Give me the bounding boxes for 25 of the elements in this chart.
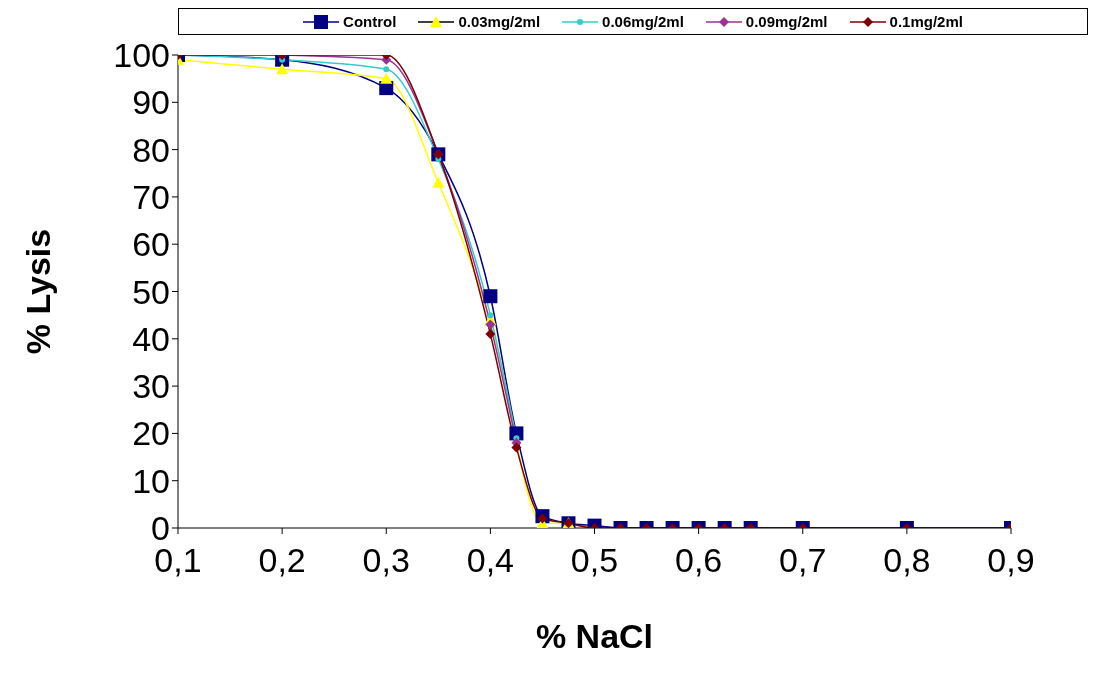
legend-label: 0.06mg/2ml [602, 13, 684, 30]
x-tick-label: 0,5 [570, 541, 619, 580]
y-tick-label: 90 [132, 83, 170, 122]
legend-label: 0.09mg/2ml [745, 13, 828, 30]
x-tick-label: 0,6 [674, 541, 723, 580]
x-tick-label: 0,7 [779, 541, 827, 580]
y-tick-label: 60 [132, 225, 170, 264]
x-tick-label: 0,8 [883, 541, 931, 580]
legend-label: 0.03mg/2ml [458, 13, 541, 30]
y-tick-label: 100 [113, 36, 170, 75]
x-tick-label: 0,9 [987, 541, 1035, 580]
x-axis-title: % NaCl [535, 617, 654, 655]
x-tick-label: 0,3 [362, 541, 410, 580]
y-tick-label: 40 [132, 319, 170, 358]
y-tick-label: 70 [132, 177, 170, 216]
y-tick-label: 80 [132, 130, 170, 169]
x-tick-label: 0,2 [258, 541, 306, 580]
y-tick-label: 10 [132, 461, 170, 500]
y-tick-label: 20 [132, 414, 170, 453]
x-tick-label: 0,4 [466, 541, 515, 580]
y-tick-label: 50 [132, 272, 170, 311]
legend-label: Control [343, 13, 397, 30]
y-axis-title: % Lysis [19, 228, 58, 355]
y-tick-label: 30 [132, 367, 170, 406]
legend-label: 0.1mg/2ml [889, 13, 963, 30]
